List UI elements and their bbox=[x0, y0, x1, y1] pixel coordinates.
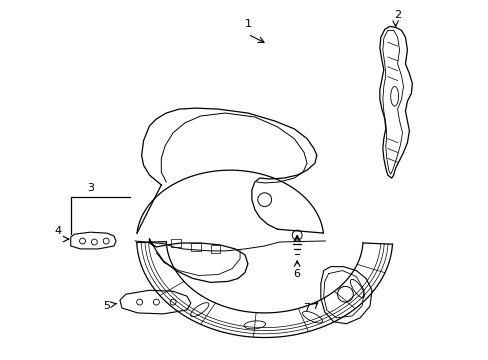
Text: 7: 7 bbox=[303, 303, 310, 313]
Bar bbox=[171, 239, 181, 247]
Polygon shape bbox=[320, 267, 371, 324]
Text: 5: 5 bbox=[103, 301, 110, 311]
Text: 4: 4 bbox=[54, 226, 61, 236]
Text: 2: 2 bbox=[393, 10, 400, 19]
Polygon shape bbox=[120, 290, 190, 314]
Text: 3: 3 bbox=[87, 183, 94, 193]
Bar bbox=[190, 243, 200, 251]
Polygon shape bbox=[71, 232, 116, 249]
Bar bbox=[210, 245, 220, 253]
Text: 1: 1 bbox=[244, 19, 251, 30]
Text: 6: 6 bbox=[293, 269, 300, 279]
